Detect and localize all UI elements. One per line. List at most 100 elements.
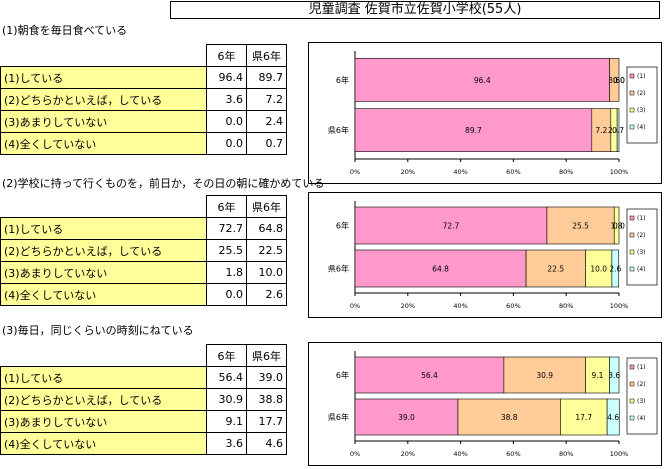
legend-swatch xyxy=(629,90,635,96)
value-6nen: 72.7 xyxy=(206,217,247,240)
row-label: (1)している xyxy=(0,366,207,389)
data-label: 22.5 xyxy=(547,265,564,274)
table-row: (2)どちらかといえば，している 25.5 22.5 xyxy=(0,239,287,262)
bar-segment xyxy=(354,356,505,394)
row-label: (1)している xyxy=(0,66,207,89)
chart-frame: 0% 20% 40% 60% 80% 100% 6年 56.4 30.9 9.1 3.6 県6年 39.… xyxy=(308,342,662,466)
data-label: 0.0 xyxy=(613,222,625,231)
question-label: (1)朝食を毎日食べている xyxy=(2,24,128,37)
data-label: 9.1 xyxy=(592,371,604,380)
question-label: (3)毎日，同じくらいの時刻にねている xyxy=(2,324,194,337)
x-tick-label: 20% xyxy=(401,168,415,176)
bar-segment xyxy=(503,356,586,394)
data-label: 89.7 xyxy=(465,126,482,135)
value-6nen: 0.0 xyxy=(206,132,247,155)
legend-swatch xyxy=(629,364,635,370)
value-ken6nen: 64.8 xyxy=(246,217,287,240)
value-6nen: 25.5 xyxy=(206,239,247,262)
question-label: (2)学校に持って行くものを，前日か，その日の朝に確かめている xyxy=(2,177,325,190)
value-6nen: 9.1 xyxy=(206,410,247,433)
chart-frame: 0% 20% 40% 60% 80% 100% 6年 72.7 25.5 1.8 0.0 県6年 64.… xyxy=(308,192,662,318)
bar-segment xyxy=(354,206,548,245)
bar-segment xyxy=(354,398,459,436)
table-row: (4)全くしていない 3.6 4.6 xyxy=(0,432,287,455)
row-label: (2)どちらかといえば，している xyxy=(0,239,207,262)
legend-label: (3) xyxy=(637,398,646,405)
legend-label: (2) xyxy=(637,381,646,388)
row-label: (2)どちらかといえば，している xyxy=(0,88,207,111)
x-tick-label: 40% xyxy=(453,450,467,458)
row-label: (3)あまりしていない xyxy=(0,261,207,284)
x-tick-label: 100% xyxy=(610,168,629,176)
value-ken6nen: 7.2 xyxy=(246,88,287,111)
header-6nen: 6年 xyxy=(206,44,247,67)
legend-label: (1) xyxy=(637,364,646,371)
table-row: (4)全くしていない 0.0 2.6 xyxy=(0,283,287,306)
row-label: (4)全くしていない xyxy=(0,432,207,455)
legend-swatch xyxy=(629,249,635,255)
value-6nen: 56.4 xyxy=(206,366,247,389)
x-tick-label: 0% xyxy=(350,168,360,176)
data-label: 96.4 xyxy=(474,76,491,85)
x-tick-label: 40% xyxy=(453,168,467,176)
value-ken6nen: 22.5 xyxy=(246,239,287,262)
legend-box xyxy=(626,66,658,144)
bar-segment xyxy=(585,356,610,394)
bar-segment xyxy=(585,249,613,288)
data-label: 10.0 xyxy=(590,265,607,274)
legend-swatch xyxy=(629,415,635,421)
value-ken6nen: 0.7 xyxy=(246,132,287,155)
value-ken6nen: 2.6 xyxy=(246,283,287,306)
data-label: 56.4 xyxy=(421,371,438,380)
x-tick-label: 40% xyxy=(453,302,467,310)
legend-swatch xyxy=(629,266,635,272)
table-row: (2)どちらかといえば，している 3.6 7.2 xyxy=(0,88,287,111)
header-ken6nen: 県6年 xyxy=(246,195,287,218)
value-6nen: 3.6 xyxy=(206,88,247,111)
row-label: (4)全くしていない xyxy=(0,283,207,306)
data-label: 1.8 xyxy=(611,222,623,231)
x-tick-label: 20% xyxy=(401,302,415,310)
legend-label: (2) xyxy=(637,90,646,97)
legend-swatch xyxy=(629,107,635,113)
bar-segment xyxy=(354,58,610,102)
legend-label: (2) xyxy=(637,232,646,239)
header-ken6nen: 県6年 xyxy=(246,44,287,67)
value-ken6nen: 38.8 xyxy=(246,388,287,411)
category-label: 県6年 xyxy=(328,125,349,135)
stacked-bar-chart: 0% 20% 40% 60% 80% 100% 6年 72.7 25.5 1.80.0 県6年 64.… xyxy=(328,201,658,310)
value-6nen: 0.0 xyxy=(206,110,247,133)
table-header-row: 6年 県6年 xyxy=(0,195,287,218)
table-header-row: 6年 県6年 xyxy=(0,344,287,367)
data-label: 2.4 xyxy=(608,126,620,135)
table-row: (3)あまりしていない 9.1 17.7 xyxy=(0,410,287,433)
row-label: (3)あまりしていない xyxy=(0,410,207,433)
bar-segment xyxy=(525,249,586,288)
bar-segment xyxy=(354,108,593,152)
bar-segment xyxy=(613,206,620,245)
table-row: (3)あまりしていない 1.8 10.0 xyxy=(0,261,287,284)
row-label: (3)あまりしていない xyxy=(0,110,207,133)
bar-segment xyxy=(609,58,620,102)
bar-segment xyxy=(606,398,620,436)
table-row: (1)している 96.4 89.7 xyxy=(0,66,287,89)
x-tick-label: 80% xyxy=(559,302,573,310)
data-label: 0.0 xyxy=(613,76,625,85)
x-tick-label: 0% xyxy=(350,450,360,458)
data-label: 0.0 xyxy=(613,76,625,85)
row-label: (2)どちらかといえば，している xyxy=(0,388,207,411)
chart-frame: 0% 20% 40% 60% 80% 100% 6年 96.4 3.6 0.0 0.0 県6年 89.7… xyxy=(308,42,662,184)
bar-segment xyxy=(560,398,608,436)
category-label: 6年 xyxy=(336,370,349,380)
category-label: 6年 xyxy=(336,75,349,85)
bar-segment xyxy=(609,356,620,394)
table-row: (1)している 56.4 39.0 xyxy=(0,366,287,389)
x-tick-label: 100% xyxy=(610,450,629,458)
data-table: 6年 県6年 (1)している 72.7 64.8 (2)どちらかといえば，してい… xyxy=(0,195,287,306)
data-label: 4.6 xyxy=(607,413,619,422)
value-6nen: 1.8 xyxy=(206,261,247,284)
data-label: 25.5 xyxy=(572,222,589,231)
category-label: 6年 xyxy=(336,221,349,231)
x-tick-label: 20% xyxy=(401,450,415,458)
legend-label: (4) xyxy=(637,266,646,273)
